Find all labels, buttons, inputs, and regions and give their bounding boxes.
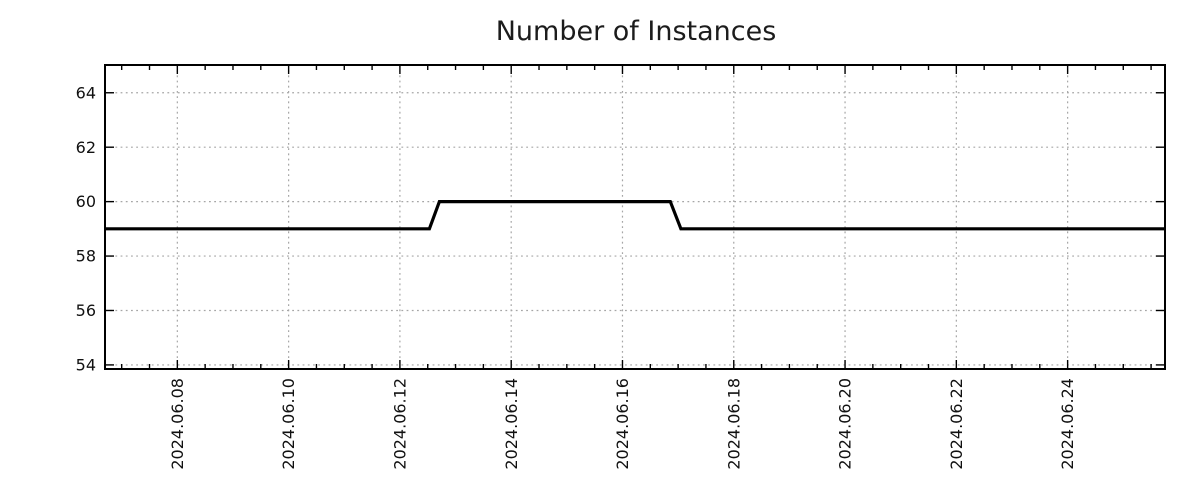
tick-marks <box>105 65 1165 369</box>
y-tick-label: 56 <box>76 301 96 320</box>
y-tick-label: 64 <box>76 83 96 102</box>
x-tick-label: 2024.06.16 <box>613 378 632 470</box>
y-tick-label: 62 <box>76 138 96 157</box>
x-tick-label: 2024.06.10 <box>279 378 298 470</box>
x-tick-label: 2024.06.24 <box>1058 378 1077 470</box>
y-tick-labels: 54 56 58 60 62 64 <box>76 83 96 374</box>
y-tick-label: 54 <box>76 356 96 375</box>
x-tick-label: 2024.06.20 <box>836 378 855 470</box>
gridlines <box>105 65 1165 369</box>
plot-border <box>104 64 1166 370</box>
series-line <box>105 200 1165 231</box>
x-tick-labels: 2024.06.08 2024.06.10 2024.06.12 2024.06.14… <box>168 378 1077 470</box>
x-tick-label: 2024.06.22 <box>947 378 966 470</box>
y-tick-label: 60 <box>76 192 96 211</box>
x-tick-label: 2024.06.18 <box>724 378 743 470</box>
x-tick-label: 2024.06.12 <box>391 378 410 470</box>
x-tick-label: 2024.06.08 <box>168 378 187 470</box>
y-tick-label: 58 <box>76 247 96 266</box>
x-tick-label: 2024.06.14 <box>502 378 521 470</box>
chart-title: Number of Instances <box>496 16 777 47</box>
